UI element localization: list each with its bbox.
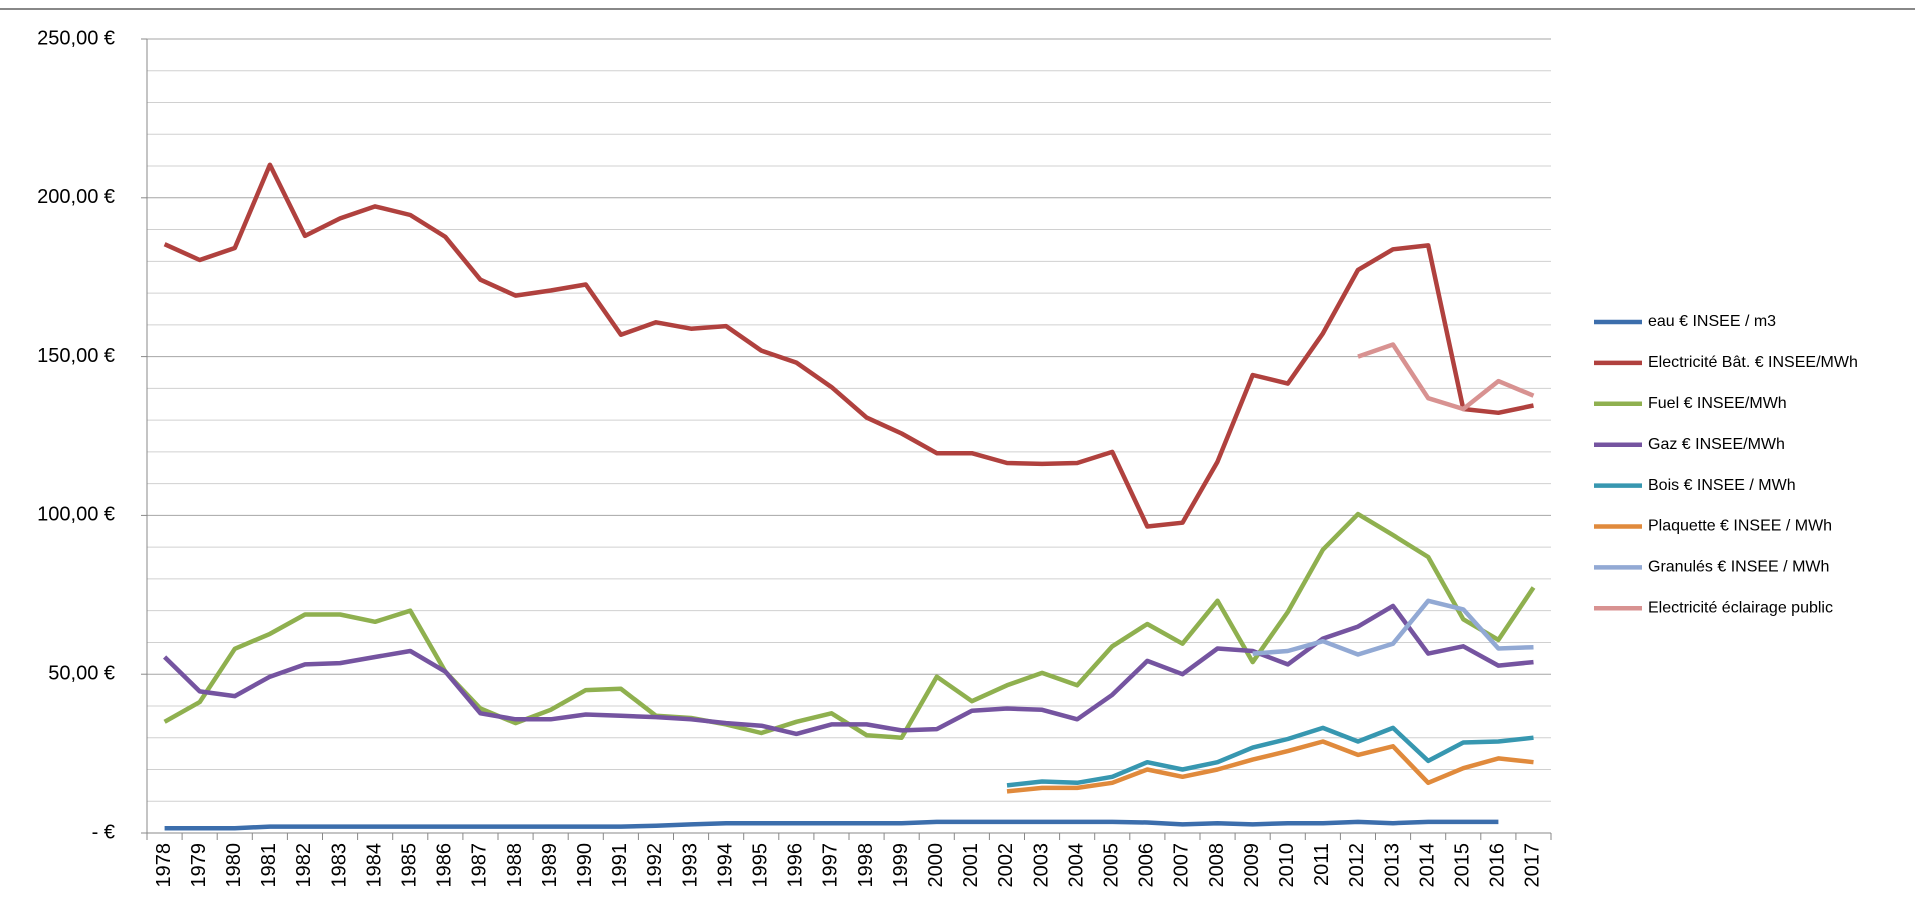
- x-tick-label: 1999: [890, 843, 912, 888]
- x-tick-label: 2010: [1276, 843, 1298, 888]
- x-tick-label: 1982: [293, 843, 315, 888]
- series-line: [163, 162, 1534, 529]
- y-tick-label: 200,00 €: [37, 186, 115, 208]
- x-tick-label: 1986: [434, 843, 456, 888]
- x-tick-label: 2013: [1381, 843, 1403, 888]
- legend-label: Fuel € INSEE/MWh: [1648, 395, 1787, 412]
- x-tick-label: 1995: [750, 843, 772, 888]
- x-tick-label: 2011: [1311, 843, 1333, 886]
- x-tick-label: 1998: [855, 843, 877, 888]
- series-line: [164, 819, 1499, 831]
- legend-label: Electricité Bât. € INSEE/MWh: [1648, 354, 1858, 371]
- x-tick-label: 2000: [925, 843, 947, 888]
- series-line: [1252, 598, 1534, 657]
- x-tick-label: 2003: [1030, 843, 1052, 888]
- legend-label: Gaz € INSEE/MWh: [1648, 436, 1785, 453]
- x-tick-label: 1983: [328, 843, 350, 888]
- legend-label: Granulés € INSEE / MWh: [1648, 559, 1829, 576]
- x-tick-label: 2005: [1101, 843, 1123, 888]
- x-tick-label: 2001: [960, 843, 982, 888]
- x-tick-label: 1988: [504, 843, 526, 888]
- x-tick-label: 1981: [258, 843, 280, 888]
- y-tick-label: 50,00 €: [48, 662, 115, 684]
- x-tick-label: 1991: [609, 843, 631, 888]
- legend-label: Electricité éclairage public: [1648, 600, 1833, 617]
- x-tick-label: 1990: [574, 843, 596, 888]
- x-tick-label: 1985: [399, 843, 421, 888]
- x-tick-label: 2016: [1487, 843, 1509, 888]
- legend-label: Bois € INSEE / MWh: [1648, 477, 1796, 494]
- x-tick-label: 1984: [363, 843, 385, 888]
- x-tick-label: 2009: [1241, 843, 1263, 888]
- x-tick-label: 1978: [153, 843, 175, 888]
- legend-label: eau € INSEE / m3: [1648, 313, 1776, 330]
- x-tick-label: 1997: [820, 843, 842, 888]
- x-tick-label: 1989: [539, 843, 561, 888]
- x-tick-label: 2015: [1452, 843, 1474, 888]
- x-tick-label: 1979: [188, 843, 210, 888]
- x-tick-label: 1996: [785, 843, 807, 888]
- x-tick-label: 1987: [469, 843, 491, 888]
- y-tick-label: 100,00 €: [37, 504, 115, 526]
- x-tick-label: 1980: [223, 843, 245, 888]
- series-line: [1357, 342, 1535, 412]
- y-tick-label: 150,00 €: [37, 345, 115, 367]
- series-line: [1006, 725, 1534, 788]
- x-tick-label: 2006: [1136, 843, 1158, 888]
- x-tick-label: 2004: [1065, 843, 1087, 888]
- series-line: [163, 603, 1534, 737]
- y-tick-label: - €: [92, 821, 115, 843]
- x-tick-label: 2007: [1171, 843, 1193, 888]
- x-tick-label: 2017: [1522, 843, 1544, 888]
- x-tick-label: 1994: [714, 843, 736, 888]
- legend-label: Plaquette € INSEE / MWh: [1648, 518, 1832, 535]
- x-tick-label: 1992: [644, 843, 666, 888]
- series-line: [1006, 739, 1534, 794]
- x-tick-label: 2008: [1206, 843, 1228, 888]
- x-tick-label: 2012: [1346, 843, 1368, 888]
- x-tick-label: 2002: [995, 843, 1017, 888]
- x-tick-label: 1993: [679, 843, 701, 888]
- x-tick-label: 2014: [1416, 843, 1438, 888]
- y-tick-label: 250,00 €: [37, 27, 115, 49]
